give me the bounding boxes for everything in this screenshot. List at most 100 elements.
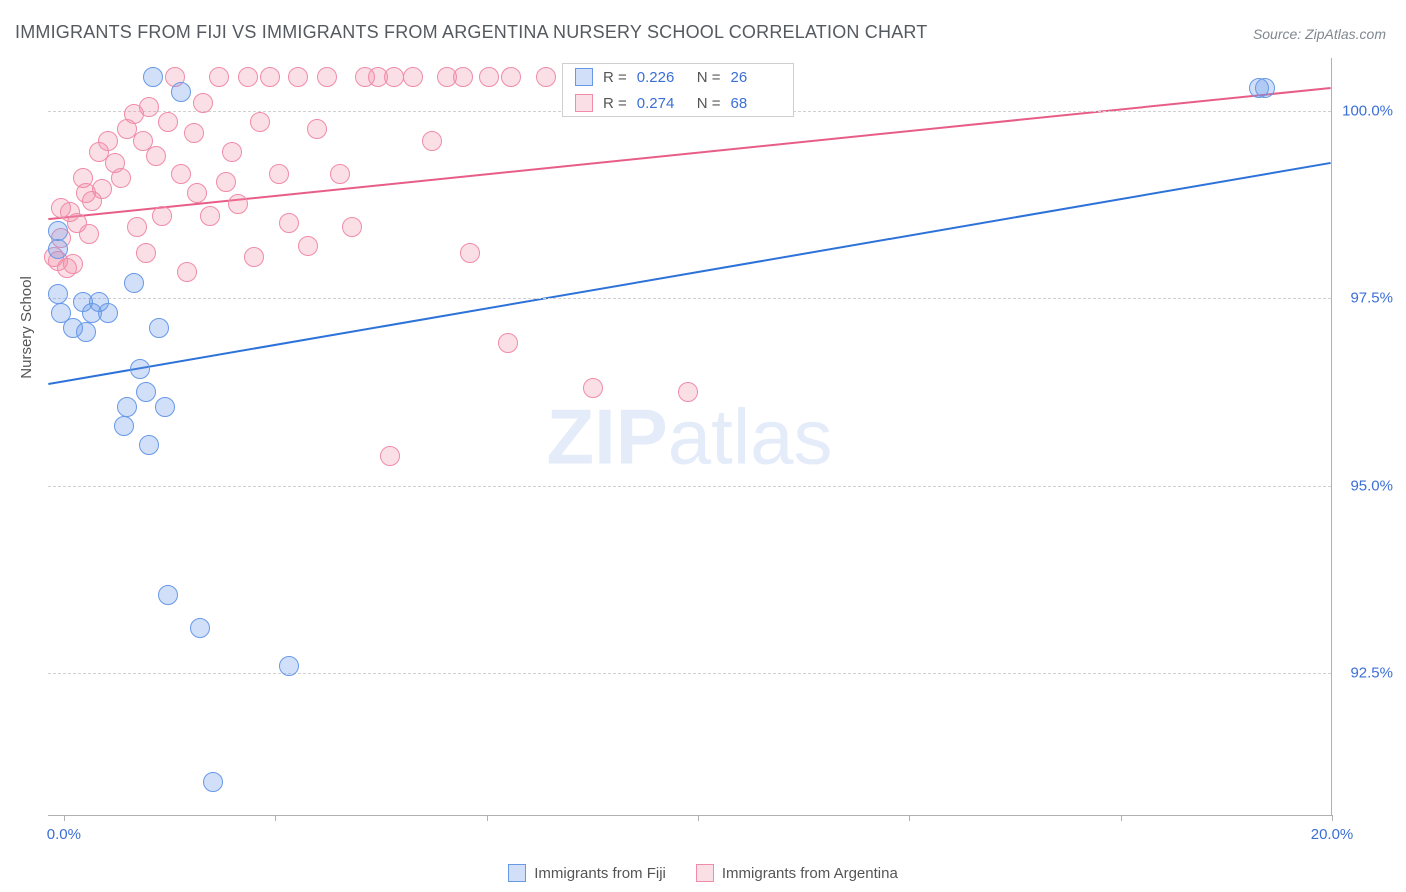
scatter-point [124,273,144,293]
source-attribution: Source: ZipAtlas.com [1253,26,1386,42]
stat-n-label: N = [697,69,721,86]
scatter-point [460,243,480,263]
scatter-point [98,131,118,151]
scatter-point [209,67,229,87]
scatter-point [171,82,191,102]
watermark: ZIPatlas [546,391,832,482]
scatter-point [152,206,172,226]
y-tick-label: 97.5% [1338,290,1393,307]
stat-n-value: 26 [731,69,781,86]
y-axis-label: Nursery School [18,276,35,379]
scatter-point [143,67,163,87]
x-tick-label: 20.0% [1311,826,1354,843]
gridline-h [48,673,1331,674]
legend-item: Immigrants from Argentina [696,864,898,882]
scatter-point [158,112,178,132]
stat-r-value: 0.274 [637,95,687,112]
scatter-point [187,183,207,203]
scatter-point [279,656,299,676]
scatter-point [158,585,178,605]
scatter-point [380,446,400,466]
scatter-point [250,112,270,132]
x-tick-mark [909,815,910,821]
watermark-bold: ZIP [546,392,667,480]
gridline-h [48,298,1331,299]
scatter-point [307,119,327,139]
scatter-point [501,67,521,87]
scatter-point [130,359,150,379]
scatter-point [98,303,118,323]
legend-swatch [575,94,593,112]
x-tick-mark [487,815,488,821]
scatter-point [184,123,204,143]
scatter-point [583,378,603,398]
stats-legend: R = 0.226 N = 26 R = 0.274 N = 68 [562,63,794,117]
scatter-point [117,397,137,417]
stats-row: R = 0.226 N = 26 [563,64,793,90]
scatter-point [228,194,248,214]
stats-row: R = 0.274 N = 68 [563,90,793,116]
regression-lines [48,58,1331,815]
x-tick-mark [1332,815,1333,821]
scatter-point [139,97,159,117]
scatter-point [678,382,698,402]
x-tick-mark [1121,815,1122,821]
scatter-point [269,164,289,184]
scatter-point [48,221,68,241]
stat-r-value: 0.226 [637,69,687,86]
scatter-point [453,67,473,87]
scatter-point [139,435,159,455]
scatter-point [244,247,264,267]
scatter-point [1255,78,1275,98]
scatter-point [222,142,242,162]
scatter-point [479,67,499,87]
plot-area: ZIPatlas 92.5%95.0%97.5%100.0%0.0%20.0% [48,58,1332,816]
gridline-h [48,486,1331,487]
legend-label: Immigrants from Fiji [534,865,666,882]
scatter-point [48,284,68,304]
scatter-point [114,416,134,436]
scatter-point [146,146,166,166]
stat-r-label: R = [603,69,627,86]
scatter-point [403,67,423,87]
scatter-point [342,217,362,237]
scatter-point [111,168,131,188]
bottom-legend: Immigrants from Fiji Immigrants from Arge… [0,864,1406,882]
scatter-point [536,67,556,87]
stat-r-label: R = [603,95,627,112]
legend-swatch [696,864,714,882]
y-tick-label: 92.5% [1338,665,1393,682]
scatter-point [136,382,156,402]
legend-item: Immigrants from Fiji [508,864,666,882]
scatter-point [279,213,299,233]
scatter-point [149,318,169,338]
scatter-point [288,67,308,87]
scatter-point [203,772,223,792]
scatter-point [260,67,280,87]
scatter-point [298,236,318,256]
x-tick-mark [698,815,699,821]
scatter-point [136,243,156,263]
x-tick-label: 0.0% [47,826,81,843]
scatter-point [155,397,175,417]
scatter-point [422,131,442,151]
scatter-point [330,164,350,184]
scatter-point [76,322,96,342]
stat-n-value: 68 [731,95,781,112]
y-tick-label: 100.0% [1338,102,1393,119]
scatter-point [79,224,99,244]
scatter-point [63,254,83,274]
scatter-point [216,172,236,192]
chart-title: IMMIGRANTS FROM FIJI VS IMMIGRANTS FROM … [15,22,927,43]
scatter-point [238,67,258,87]
scatter-point [48,239,68,259]
scatter-point [171,164,191,184]
scatter-point [177,262,197,282]
stat-n-label: N = [697,95,721,112]
x-tick-mark [64,815,65,821]
scatter-point [92,179,112,199]
legend-label: Immigrants from Argentina [722,865,898,882]
legend-swatch [575,68,593,86]
scatter-point [200,206,220,226]
legend-swatch [508,864,526,882]
